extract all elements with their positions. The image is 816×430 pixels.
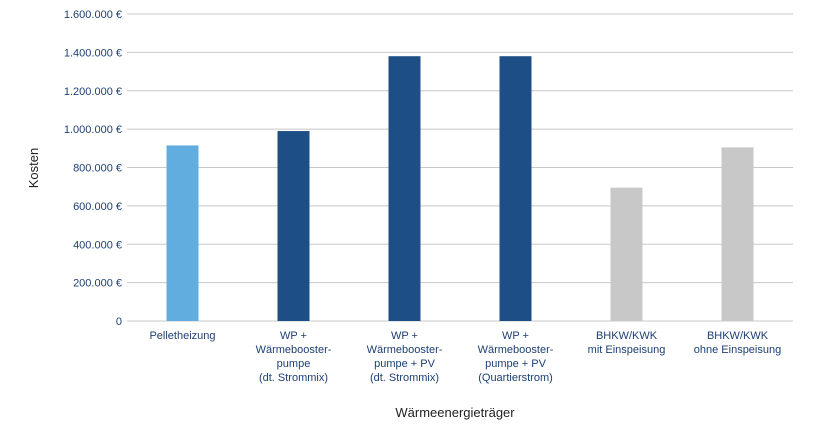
x-category-label-line: (Quartierstrom)	[478, 372, 553, 384]
y-tick-label: 1.400.000 €	[64, 47, 122, 59]
x-axis-categories: Pelletheizung WP + Wärmebooster-pumpe (dt. …	[149, 330, 781, 384]
x-category-label-line: mit Einspeisung	[588, 344, 666, 356]
x-category-label-line: pumpe + PV	[374, 358, 436, 370]
y-tick-label: 600.000 €	[73, 201, 122, 213]
x-category-label: BHKW/KWK ohne Einspeisung	[694, 330, 781, 356]
y-tick-label: 400.000 €	[73, 239, 122, 251]
x-category-label-line: Wärmebooster-	[478, 344, 554, 356]
x-category-label-line: (dt. Strommix)	[259, 372, 328, 384]
x-category-label-line: ohne Einspeisung	[694, 344, 781, 356]
x-category-label-line: (dt. Strommix)	[370, 372, 439, 384]
y-tick-label: 1.600.000 €	[64, 9, 122, 21]
y-tick-label: 200.000 €	[73, 278, 122, 290]
x-category-label: Pelletheizung	[149, 330, 215, 342]
bar	[166, 145, 199, 321]
y-tick-label: 800.000 €	[73, 163, 122, 175]
bar	[277, 131, 310, 321]
bar	[721, 147, 754, 321]
x-category-label: WP + Wärmebooster-pumpe + PV (dt. Strommix…	[367, 330, 443, 384]
x-axis-title: Wärmeenergieträger	[395, 405, 515, 420]
x-category-label: WP + Wärmebooster-pumpe (dt. Strommix)	[256, 330, 332, 384]
x-category-label-line: pumpe	[277, 358, 311, 370]
bars	[166, 56, 754, 322]
y-tick-label: 0	[116, 316, 122, 328]
y-axis-ticks: 0 200.000 € 400.000 € 600.000 € 800.000 € 1.0…	[64, 9, 122, 328]
bar	[388, 56, 421, 322]
x-category-label-line: WP +	[391, 330, 418, 342]
x-category-label: BHKW/KWK mit Einspeisung	[588, 330, 666, 356]
x-category-label-line: WP +	[502, 330, 529, 342]
x-category-label-line: Wärmebooster-	[367, 344, 443, 356]
x-category-label: WP + Wärmebooster-pumpe + PV (Quartierstro…	[478, 330, 554, 384]
y-tick-label: 1.000.000 €	[64, 124, 122, 136]
gridlines	[127, 13, 793, 322]
x-category-label-line: BHKW/KWK	[707, 330, 769, 342]
x-category-label-line: BHKW/KWK	[596, 330, 658, 342]
x-category-label-line: WP +	[280, 330, 307, 342]
x-category-label-line: pumpe + PV	[485, 358, 547, 370]
y-axis-title: Kosten	[26, 148, 41, 188]
x-category-label-line: Wärmebooster-	[256, 344, 332, 356]
x-category-label-line: Pelletheizung	[149, 330, 215, 342]
bar	[610, 187, 643, 321]
bar	[499, 56, 532, 322]
y-tick-label: 1.200.000 €	[64, 86, 122, 98]
